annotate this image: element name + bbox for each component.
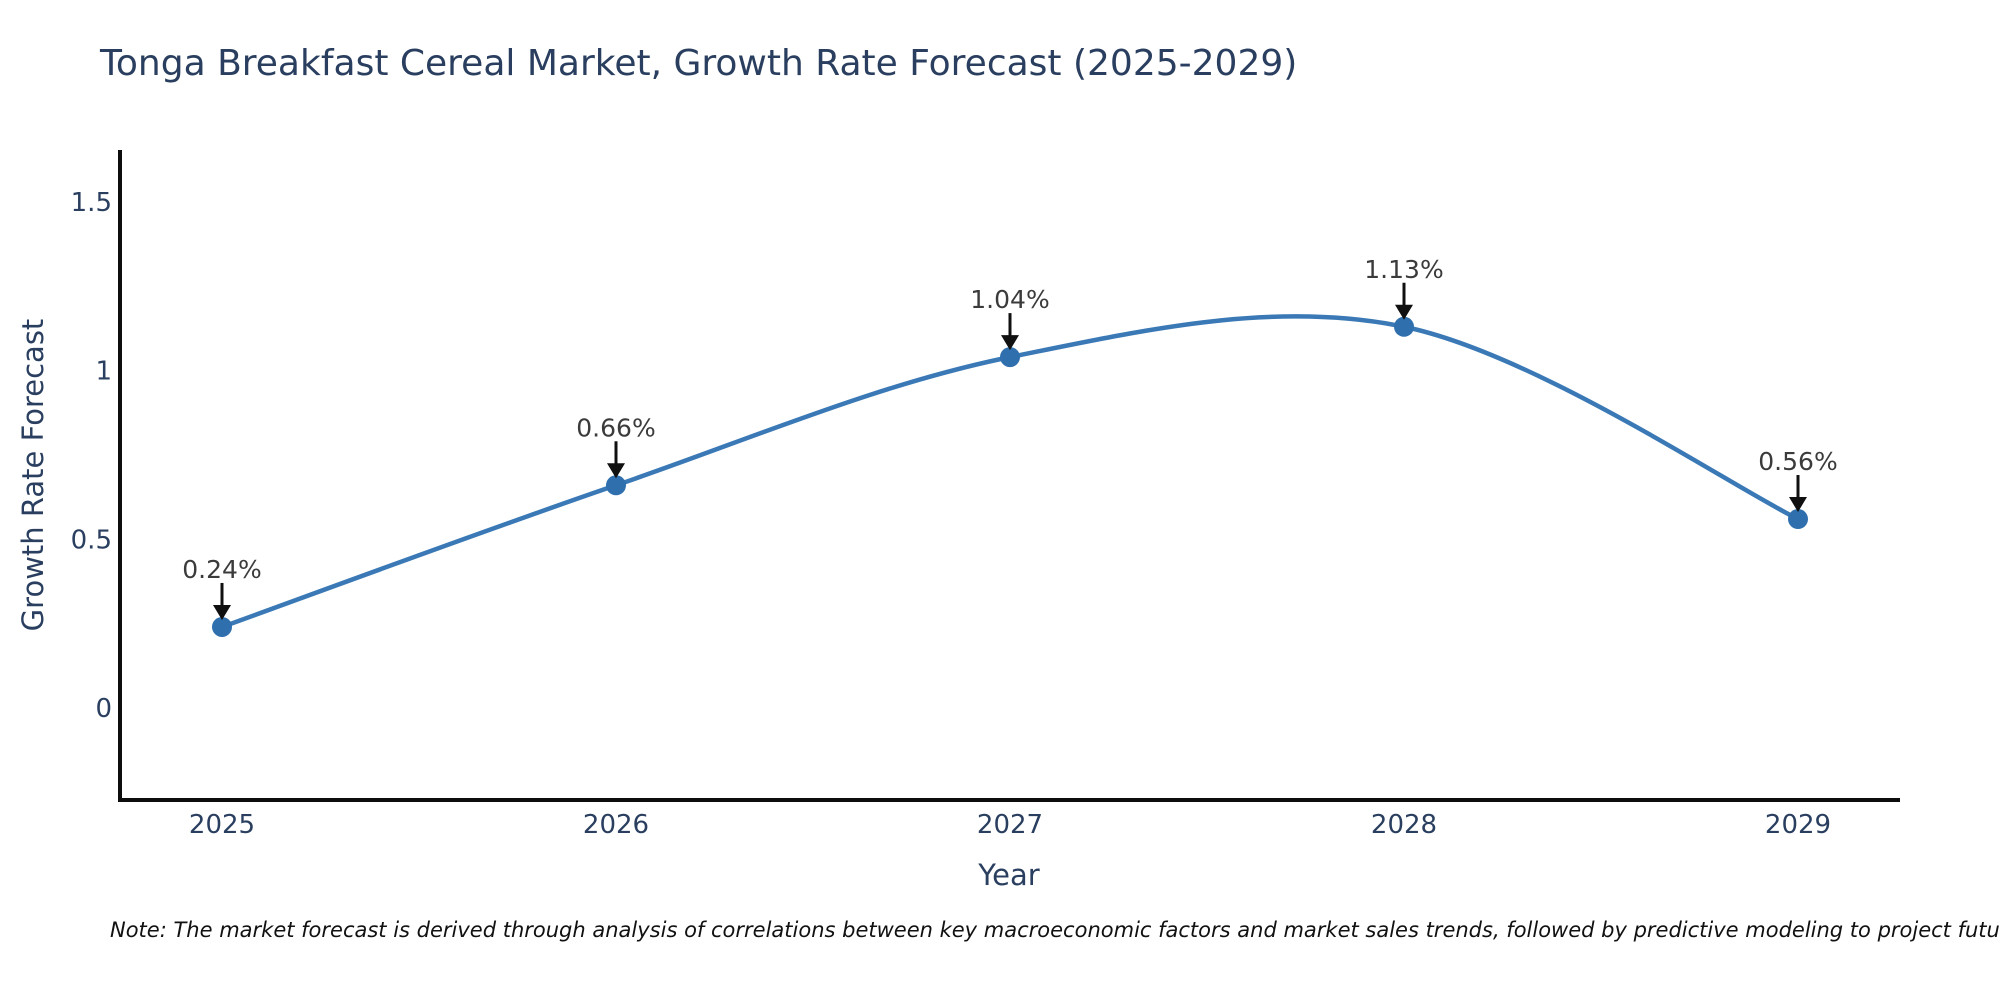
chart-title: Tonga Breakfast Cereal Market, Growth Ra… [100, 43, 1298, 84]
annotation-arrow-head [1789, 497, 1807, 513]
x-tick-label: 2025 [189, 810, 255, 840]
point-value-label: 0.66% [576, 413, 655, 442]
x-tick-label: 2028 [1371, 810, 1437, 840]
y-tick-label: 0.5 [71, 525, 112, 555]
annotation-arrow-head [1395, 304, 1413, 320]
point-value-label: 0.56% [1758, 447, 1837, 476]
data-point-marker [212, 616, 232, 637]
point-value-label: 1.13% [1364, 255, 1443, 284]
y-tick-label: 1 [95, 357, 112, 387]
x-axis-title: Year [978, 858, 1040, 892]
point-value-label: 0.24% [182, 555, 261, 584]
point-value-label: 1.04% [970, 285, 1049, 314]
y-tick-label: 0 [95, 694, 112, 724]
y-tick-label: 1.5 [71, 188, 112, 218]
data-point-marker [1000, 347, 1020, 368]
x-tick-label: 2029 [1765, 810, 1831, 840]
footnote: Note: The market forecast is derived thr… [110, 918, 2000, 942]
data-point-marker [606, 475, 626, 496]
annotation-arrow-head [607, 463, 625, 479]
x-tick-label: 2026 [583, 810, 649, 840]
annotation-arrow-head [1001, 335, 1019, 351]
annotation-arrow-head [213, 604, 231, 620]
data-point-marker [1788, 509, 1808, 530]
data-point-marker [1394, 316, 1414, 337]
x-tick-label: 2027 [977, 810, 1043, 840]
